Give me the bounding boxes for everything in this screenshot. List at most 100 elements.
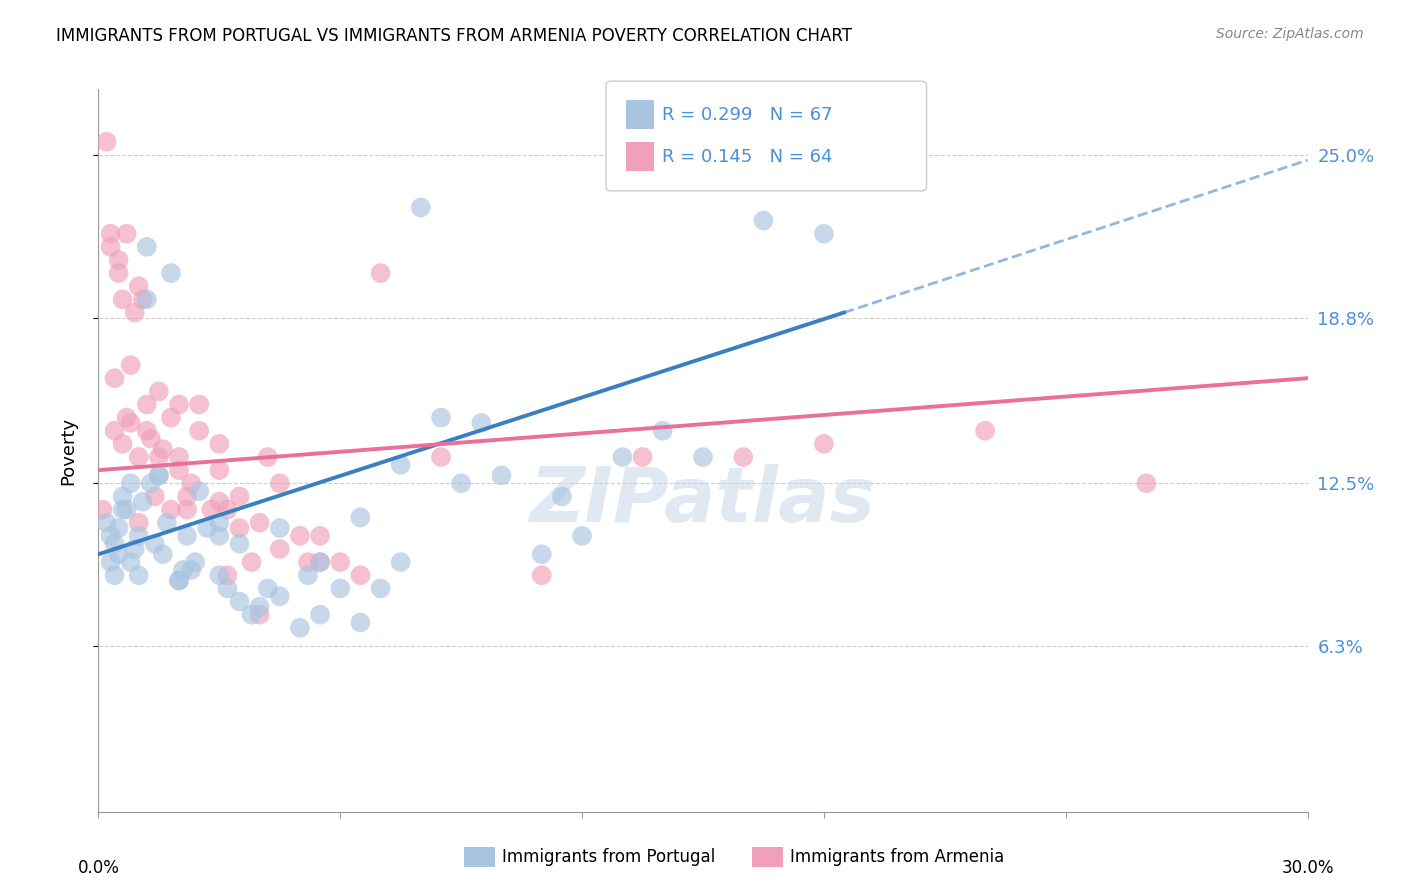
Point: [135, 240, 157, 254]
Point: [1135, 476, 1157, 491]
Point: [128, 529, 150, 543]
Point: [571, 529, 593, 543]
Point: [288, 529, 311, 543]
Point: [349, 568, 371, 582]
Point: [208, 494, 231, 508]
Point: [135, 397, 157, 411]
Point: [167, 574, 190, 588]
Point: [167, 397, 190, 411]
Point: [349, 510, 371, 524]
Point: [128, 279, 150, 293]
Point: [103, 424, 125, 438]
Point: [389, 458, 412, 472]
Point: [148, 384, 170, 399]
Point: [135, 293, 157, 307]
Point: [188, 397, 211, 411]
Point: [450, 476, 472, 491]
Point: [200, 502, 222, 516]
Point: [217, 502, 239, 516]
Text: R = 0.145   N = 64: R = 0.145 N = 64: [662, 147, 832, 166]
Point: [309, 555, 332, 569]
Point: [111, 293, 134, 307]
Point: [188, 484, 211, 499]
Point: [530, 547, 553, 561]
Point: [115, 410, 138, 425]
Point: [217, 582, 239, 596]
Point: [249, 599, 271, 614]
Text: 30.0%: 30.0%: [1281, 859, 1334, 877]
Point: [228, 490, 250, 504]
Point: [91, 502, 114, 516]
Point: [240, 555, 263, 569]
Point: [430, 410, 453, 425]
Point: [107, 521, 129, 535]
Point: [228, 594, 250, 608]
Point: [100, 240, 122, 254]
Point: [752, 213, 775, 227]
Point: [269, 476, 291, 491]
Point: [256, 450, 278, 464]
Point: [180, 476, 202, 491]
Point: [135, 424, 157, 438]
Point: [208, 463, 231, 477]
Point: [160, 410, 183, 425]
Point: [139, 476, 162, 491]
Point: [692, 450, 714, 464]
Point: [309, 529, 332, 543]
Point: [167, 450, 190, 464]
Point: [128, 450, 150, 464]
Point: [103, 371, 125, 385]
Point: [124, 305, 146, 319]
Point: [107, 252, 129, 267]
Point: [530, 568, 553, 582]
Point: [120, 476, 142, 491]
Point: [132, 494, 155, 508]
Point: [551, 490, 574, 504]
Point: [132, 293, 155, 307]
Point: [111, 502, 134, 516]
Point: [148, 468, 170, 483]
Text: Immigrants from Armenia: Immigrants from Armenia: [790, 848, 1004, 866]
Point: [139, 432, 162, 446]
Point: [152, 442, 174, 457]
Y-axis label: Poverty: Poverty: [59, 417, 77, 484]
Point: [180, 563, 202, 577]
Point: [208, 529, 231, 543]
Point: [329, 582, 352, 596]
Point: [148, 468, 170, 483]
Point: [631, 450, 654, 464]
Point: [160, 502, 183, 516]
Point: [228, 521, 250, 535]
Point: [176, 502, 198, 516]
Point: [96, 135, 118, 149]
Point: [470, 416, 492, 430]
Point: [167, 574, 190, 588]
Point: [269, 521, 291, 535]
Point: [733, 450, 755, 464]
Point: [813, 227, 835, 241]
Point: [208, 568, 231, 582]
Point: [176, 490, 198, 504]
Point: [184, 555, 207, 569]
Text: 0.0%: 0.0%: [77, 859, 120, 877]
Point: [103, 537, 125, 551]
Point: [651, 424, 673, 438]
Point: [100, 555, 122, 569]
Point: [249, 607, 271, 622]
Point: [172, 563, 194, 577]
Point: [195, 521, 218, 535]
Text: IMMIGRANTS FROM PORTUGAL VS IMMIGRANTS FROM ARMENIA POVERTY CORRELATION CHART: IMMIGRANTS FROM PORTUGAL VS IMMIGRANTS F…: [56, 27, 852, 45]
Point: [96, 516, 118, 530]
Point: [100, 529, 122, 543]
Point: [612, 450, 634, 464]
Point: [256, 582, 278, 596]
Point: [240, 607, 263, 622]
Point: [349, 615, 371, 630]
Point: [111, 437, 134, 451]
Point: [111, 490, 134, 504]
Point: [120, 416, 142, 430]
Point: [309, 555, 332, 569]
Point: [128, 516, 150, 530]
Point: [430, 450, 453, 464]
Point: [217, 568, 239, 582]
